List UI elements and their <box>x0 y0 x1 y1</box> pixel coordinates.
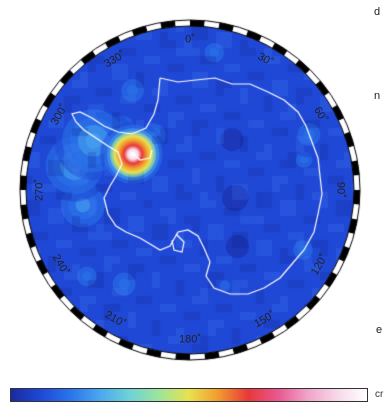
longitude-label: 0˚ <box>185 33 195 46</box>
colorbar-unit: cr <box>375 389 384 400</box>
longitude-label: 270˚ <box>33 178 46 202</box>
edge-text-bottom: e <box>376 324 383 336</box>
longitude-label: 180˚ <box>178 333 202 346</box>
colorbar <box>10 388 368 402</box>
edge-text-top: d <box>374 6 381 18</box>
longitude-label: 90˚ <box>334 182 347 198</box>
edge-text-middle: n <box>374 90 381 102</box>
